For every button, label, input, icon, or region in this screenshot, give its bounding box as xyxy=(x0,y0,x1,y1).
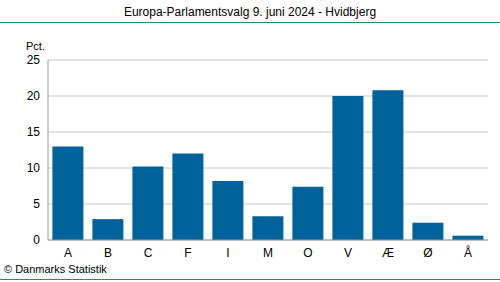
svg-text:20: 20 xyxy=(27,89,41,103)
html-text:Europa-Parlamentsvalg 9. juni: Europa-Parlamentsvalg 9. juni 2024 - Hvi… xyxy=(123,5,377,19)
svg-text:0: 0 xyxy=(33,233,40,247)
svg-text:M: M xyxy=(263,246,273,260)
svg-text:Ø: Ø xyxy=(423,246,432,260)
svg-text:10: 10 xyxy=(27,161,41,175)
svg-text:15: 15 xyxy=(27,125,41,139)
html-text:Pct.: Pct. xyxy=(26,40,45,52)
html-text:© Danmarks Statistik: © Danmarks Statistik xyxy=(4,263,107,275)
svg-text:I: I xyxy=(226,246,229,260)
svg-text:O: O xyxy=(303,246,312,260)
svg-text:F: F xyxy=(184,246,191,260)
svg-text:Å: Å xyxy=(464,245,472,260)
svg-text:Æ: Æ xyxy=(382,246,394,260)
svg-text:V: V xyxy=(344,246,352,260)
svg-text:C: C xyxy=(144,246,153,260)
svg-text:A: A xyxy=(64,246,72,260)
svg-text:25: 25 xyxy=(27,53,41,67)
svg-text:5: 5 xyxy=(33,197,40,211)
svg-text:B: B xyxy=(104,246,112,260)
